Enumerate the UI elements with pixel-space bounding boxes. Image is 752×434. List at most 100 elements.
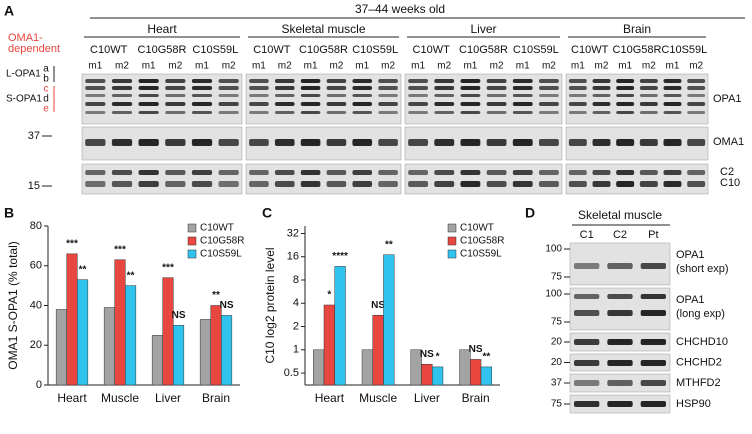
- y-tick-label: 8: [293, 274, 299, 286]
- row-label: CHCHD10: [676, 336, 728, 348]
- blot-band: [300, 139, 321, 146]
- blot-band: [138, 139, 159, 146]
- legend-label: C10G58R: [200, 236, 244, 247]
- blot-band: [165, 86, 186, 90]
- blot-band: [249, 79, 269, 83]
- blot-band: [687, 139, 706, 146]
- blot-band: [434, 181, 455, 187]
- significance: **: [212, 290, 220, 301]
- bar: [361, 349, 374, 386]
- blot-band: [352, 86, 373, 90]
- blot-band: [326, 102, 347, 106]
- blot-band: [574, 310, 600, 316]
- marker: 37: [551, 378, 563, 389]
- blot-band: [486, 139, 507, 146]
- blot-band: [663, 111, 682, 114]
- blot-band: [512, 102, 533, 106]
- blot-band: [300, 111, 321, 114]
- blot-band: [434, 102, 455, 106]
- blot-band: [274, 79, 295, 83]
- blot-band: [326, 139, 347, 146]
- row-label: OPA1: [713, 93, 742, 105]
- blot: [565, 163, 709, 195]
- blot-band: [607, 360, 633, 366]
- row-label: OPA1: [676, 294, 705, 306]
- blot-band: [249, 139, 269, 146]
- legend-label: C10S59L: [200, 249, 242, 260]
- significance: NS: [371, 300, 385, 311]
- blot-band: [687, 79, 706, 83]
- blot-band: [460, 111, 481, 114]
- x-tick-label: Muscle: [359, 391, 397, 405]
- isoform-label: L-OPA1: [6, 69, 41, 80]
- blot-band: [434, 86, 455, 90]
- blot-band: [616, 139, 635, 146]
- blot-band: [111, 79, 133, 83]
- blot-band: [616, 181, 635, 187]
- blot-band: [486, 102, 507, 106]
- blot-band: [218, 181, 239, 187]
- blot-band: [538, 94, 559, 97]
- blot-band: [512, 181, 533, 187]
- blot-band: [574, 401, 600, 407]
- blot-band: [352, 170, 373, 175]
- blot-band: [538, 139, 559, 146]
- mouse-label: m1: [252, 61, 266, 72]
- genotype-label: C10WT: [571, 44, 609, 56]
- marker: 20: [551, 357, 563, 368]
- blot-band: [191, 111, 213, 114]
- blot-band: [378, 79, 398, 83]
- blot-band: [218, 86, 239, 90]
- blot-band: [616, 102, 635, 106]
- genotype-label: C10WT: [413, 44, 451, 56]
- blot-band: [378, 111, 398, 114]
- blot-band: [538, 86, 559, 90]
- blot-band: [85, 86, 106, 90]
- blot-band: [592, 79, 611, 83]
- marker: 75: [551, 399, 563, 410]
- band-letter: d: [43, 94, 49, 105]
- blot-band: [574, 360, 600, 366]
- blot-band: [640, 339, 666, 345]
- genotype-label: C10G58R: [613, 44, 662, 56]
- blot-band: [191, 94, 213, 97]
- bar: [323, 304, 335, 386]
- bar: [470, 359, 482, 386]
- blot-band: [408, 79, 429, 83]
- blot-band: [274, 139, 295, 146]
- blot-band: [138, 102, 159, 106]
- bar: [480, 366, 492, 386]
- row-label: OPA1: [676, 249, 705, 261]
- bar: [77, 279, 89, 386]
- blot-band: [607, 263, 633, 269]
- y-tick-label: 0.5: [284, 367, 299, 379]
- row-note: (short exp): [676, 263, 729, 275]
- blot: [245, 163, 402, 195]
- blot-band: [191, 102, 213, 106]
- significance: NS: [420, 349, 434, 360]
- blot-band: [687, 86, 706, 90]
- blot-band: [663, 170, 682, 175]
- bar: [210, 305, 222, 386]
- blot-band: [191, 86, 213, 90]
- blot-band: [274, 86, 295, 90]
- row-label: OMA1: [713, 136, 744, 148]
- blot-band: [300, 79, 321, 83]
- x-tick-label: Liver: [414, 391, 440, 405]
- side-label: OMA1-: [8, 32, 43, 44]
- legend-label: C10WT: [460, 223, 494, 234]
- blot-band: [138, 86, 159, 90]
- tissue-label: Brain: [623, 22, 651, 36]
- blot-band: [568, 181, 587, 187]
- blot-band: [434, 170, 455, 175]
- blot-band: [326, 94, 347, 97]
- blot-band: [592, 86, 611, 90]
- blot-band: [191, 139, 213, 146]
- blot-band: [218, 102, 239, 106]
- y-tick-label: 16: [287, 251, 299, 263]
- bar: [221, 315, 233, 386]
- marker: 37: [28, 130, 40, 142]
- blot-band: [218, 170, 239, 175]
- mouse-label: m2: [115, 61, 129, 72]
- blot-band: [639, 79, 658, 83]
